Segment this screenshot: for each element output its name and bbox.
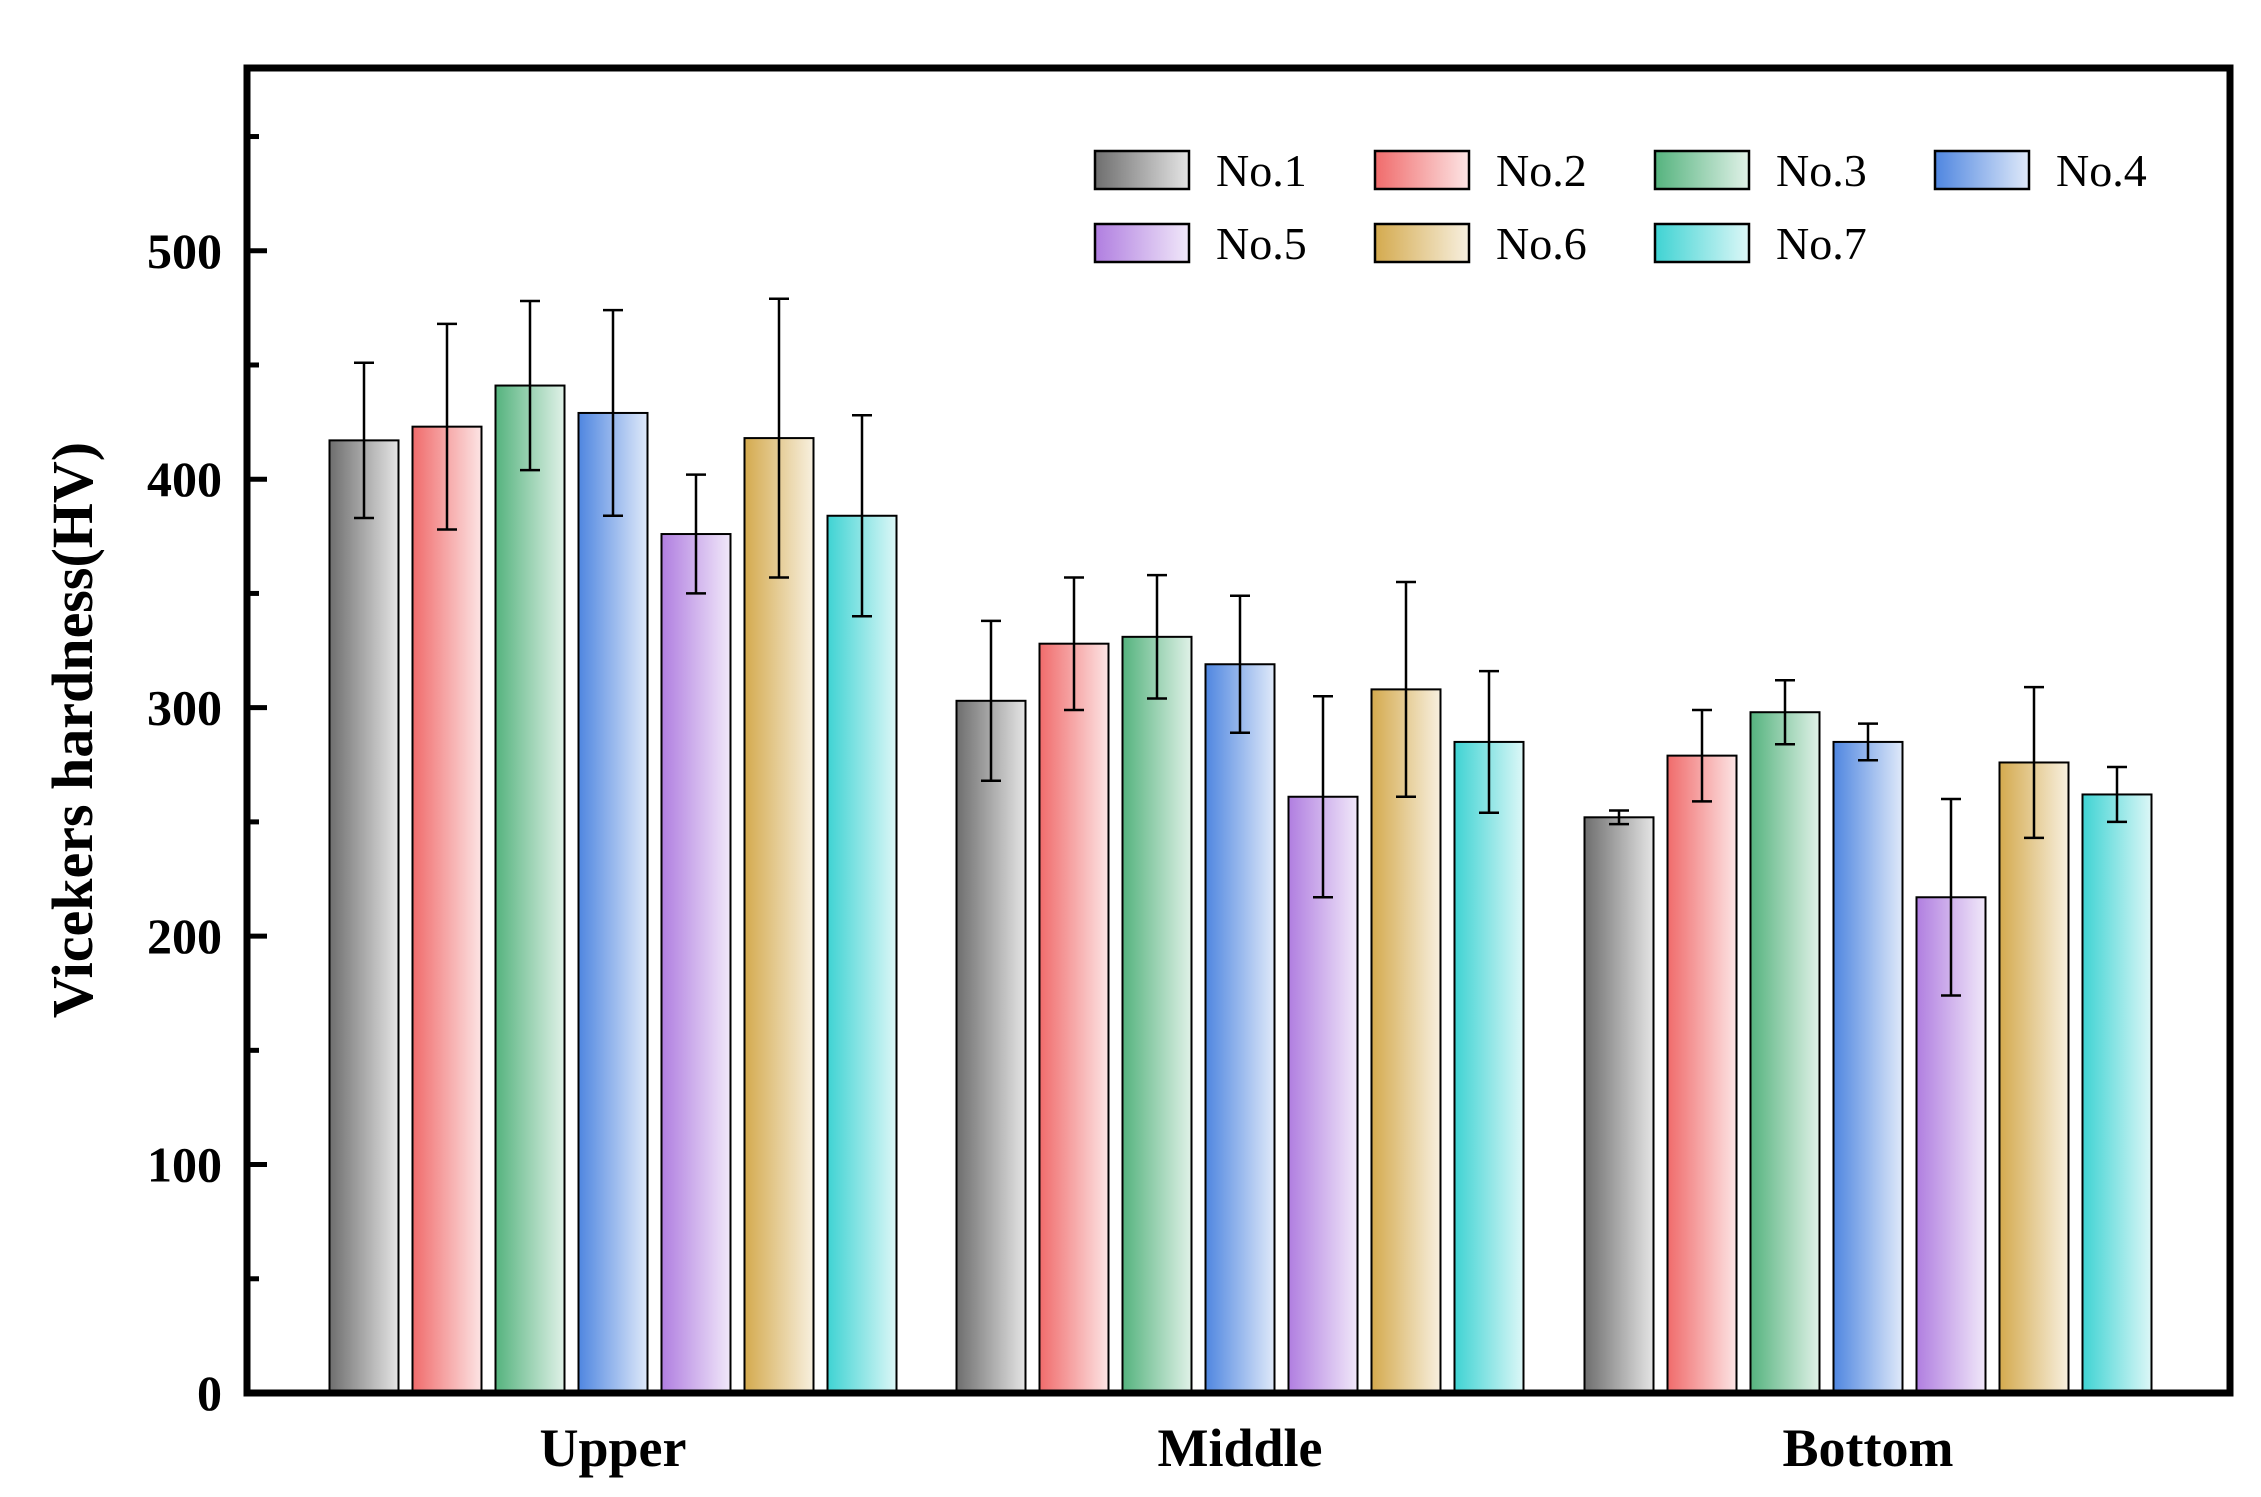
x-tick-label-upper: Upper: [540, 1418, 687, 1478]
bars-layer: [328, 384, 2153, 1395]
legend-label: No.1: [1216, 145, 1307, 196]
legend-item-no2: No.2: [1373, 145, 1587, 196]
legend-label: No.3: [1776, 145, 1867, 196]
y-axis: 0 100 200 300 400 500: [147, 134, 267, 1421]
x-tick-label-bottom: Bottom: [1783, 1418, 1954, 1478]
bar-middle-no1: [955, 699, 1027, 1394]
bar-upper-no3: [494, 384, 566, 1394]
bar-upper-no4: [577, 411, 649, 1394]
bar-bottom-no3: [1749, 711, 1821, 1394]
error-bar-middle-no7: [1479, 669, 1499, 814]
legend-swatch: [1653, 222, 1751, 264]
bar-middle-no3: [1121, 635, 1193, 1394]
bar-middle-no2: [1038, 642, 1110, 1394]
legend-item-no5: No.5: [1093, 218, 1307, 269]
bar-bottom-no6: [1998, 761, 2070, 1394]
legend-swatch: [1373, 149, 1471, 191]
error-bar-upper-no5: [686, 473, 706, 595]
error-bar-middle-no6: [1396, 580, 1416, 798]
error-bar-upper-no1: [354, 361, 374, 520]
legend-label: No.6: [1496, 218, 1587, 269]
y-tick-label-200: 200: [147, 908, 222, 964]
y-tick-label-100: 100: [147, 1137, 222, 1193]
legend-item-no4: No.4: [1933, 145, 2147, 196]
legend-item-no6: No.6: [1373, 218, 1587, 269]
legend-item-no3: No.3: [1653, 145, 1867, 196]
error-bar-middle-no2: [1064, 576, 1084, 712]
error-bar-middle-no1: [981, 619, 1001, 783]
error-bar-upper-no3: [520, 299, 540, 472]
bar-upper-no5: [660, 533, 732, 1394]
legend-label: No.5: [1216, 218, 1307, 269]
error-bar-upper-no6: [769, 297, 789, 579]
legend-swatch: [1093, 149, 1191, 191]
bar-middle-no6: [1370, 688, 1442, 1394]
error-bar-upper-no4: [603, 308, 623, 518]
legend-swatch: [1933, 149, 2031, 191]
error-bar-middle-no5: [1313, 694, 1333, 899]
bar-upper-no7: [826, 514, 898, 1394]
bar-middle-no7: [1453, 740, 1525, 1394]
y-tick-label-0: 0: [197, 1365, 222, 1421]
error-bar-middle-no4: [1230, 594, 1250, 735]
y-tick-label-500: 500: [147, 223, 222, 279]
legend-swatch: [1093, 222, 1191, 264]
x-axis: Upper Middle Bottom: [540, 1418, 1954, 1478]
x-tick-label-middle: Middle: [1157, 1418, 1322, 1478]
bar-bottom-no7: [2081, 793, 2153, 1394]
error-bar-bottom-no6: [2024, 685, 2044, 840]
bar-bottom-no4: [1832, 740, 1904, 1394]
error-bar-bottom-no2: [1692, 708, 1712, 803]
y-axis-title: Vicekers hardness(HV): [40, 442, 105, 1018]
bar-upper-no2: [411, 425, 483, 1394]
legend-label: No.7: [1776, 218, 1867, 269]
error-bar-bottom-no1: [1609, 809, 1629, 826]
bar-upper-no6: [743, 437, 815, 1395]
legend-swatch: [1653, 149, 1751, 191]
y-tick-label-300: 300: [147, 680, 222, 736]
error-bar-upper-no2: [437, 322, 457, 531]
error-bar-middle-no3: [1147, 573, 1167, 700]
bar-upper-no1: [328, 439, 400, 1395]
error-bars-layer: [354, 297, 2127, 997]
legend: No.1 No.2 No.3 No.4 No.5 No.6 No.7: [1093, 145, 2147, 269]
bar-bottom-no1: [1583, 816, 1655, 1394]
legend-swatch: [1373, 222, 1471, 264]
error-bar-bottom-no3: [1775, 678, 1795, 746]
legend-item-no7: No.7: [1653, 218, 1867, 269]
legend-label: No.4: [2056, 145, 2147, 196]
bar-bottom-no2: [1666, 754, 1738, 1394]
error-bar-bottom-no7: [2107, 765, 2127, 824]
legend-item-no1: No.1: [1093, 145, 1307, 196]
error-bar-upper-no7: [852, 413, 872, 618]
legend-label: No.2: [1496, 145, 1587, 196]
error-bar-bottom-no5: [1941, 797, 1961, 997]
y-tick-label-400: 400: [147, 451, 222, 507]
bar-middle-no4: [1204, 663, 1276, 1394]
error-bar-bottom-no4: [1858, 722, 1878, 762]
plot-frame: [243, 64, 2234, 1397]
